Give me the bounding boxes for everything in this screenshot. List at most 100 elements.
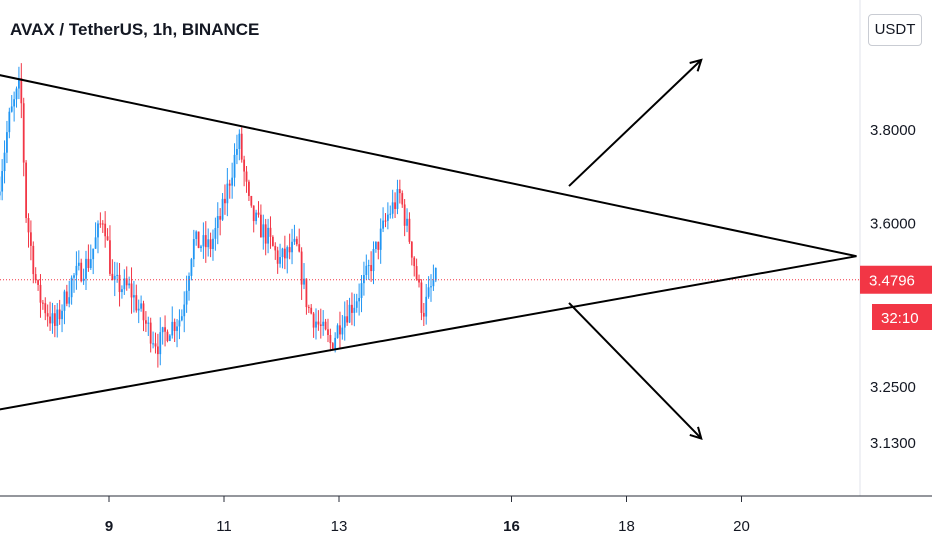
- candle-body: [382, 220, 384, 229]
- candle-body: [97, 223, 99, 238]
- candle-body: [125, 278, 128, 286]
- candle-body: [32, 245, 35, 275]
- candle-body: [61, 310, 63, 320]
- candle-body: [144, 320, 147, 324]
- candle-body: [415, 266, 418, 280]
- candle-body: [367, 265, 370, 267]
- candle-body: [434, 267, 437, 281]
- arrow-down-head[interactable]: [689, 426, 703, 440]
- time-tick-label: 18: [618, 518, 635, 535]
- candle-body: [159, 332, 162, 355]
- candle-body: [94, 237, 97, 249]
- price-tick-label: 3.2500: [870, 379, 916, 396]
- candle-body: [336, 325, 339, 338]
- candle-body: [164, 327, 166, 332]
- time-tick-label: 13: [331, 518, 348, 535]
- time-axis[interactable]: 9 11 13 16 18 20: [105, 496, 750, 535]
- candle-body: [274, 245, 277, 251]
- candle-body: [303, 278, 305, 285]
- candle-body: [185, 290, 188, 305]
- candle-body: [351, 304, 353, 313]
- candle-body: [75, 265, 78, 276]
- candle-body: [121, 289, 123, 293]
- candle-body: [288, 247, 291, 253]
- candle-body: [77, 262, 80, 266]
- candle-body: [341, 327, 344, 335]
- candle-body: [231, 177, 234, 186]
- candle-body: [226, 183, 229, 204]
- candle-body: [87, 258, 90, 269]
- candle-body: [27, 218, 30, 233]
- candle-body: [233, 154, 236, 178]
- candle-body: [154, 343, 157, 347]
- candle-body: [219, 216, 222, 220]
- candle-body: [291, 241, 293, 253]
- candle-body: [171, 321, 174, 336]
- plot-area[interactable]: [0, 58, 860, 440]
- candle-body: [401, 193, 404, 205]
- candle-body: [331, 343, 334, 350]
- time-tick-label: 9: [105, 518, 113, 535]
- candles-layer: [0, 63, 437, 368]
- price-badge: 3.4796 32:10: [860, 265, 932, 330]
- candle-body: [259, 214, 262, 238]
- candle-body: [372, 248, 375, 272]
- candle-body: [137, 308, 140, 311]
- candle-body: [413, 257, 416, 267]
- candle-body: [176, 326, 178, 331]
- candle-body: [425, 296, 428, 317]
- candle-body: [80, 262, 83, 282]
- candle-body: [44, 303, 47, 314]
- candle-body: [252, 205, 255, 222]
- time-tick-label: 11: [216, 518, 232, 535]
- candle-body: [168, 335, 171, 342]
- candle-body: [46, 313, 49, 317]
- candle-body: [355, 301, 358, 308]
- candle-body: [310, 307, 313, 314]
- currency-button[interactable]: USDT: [868, 14, 922, 46]
- candle-body: [142, 303, 145, 321]
- candle-body: [152, 343, 154, 345]
- candle-body: [403, 204, 406, 226]
- candle-body: [140, 303, 143, 309]
- candle-body: [300, 251, 303, 285]
- candle-body: [257, 212, 260, 215]
- candle-body: [317, 321, 320, 325]
- candle-body: [346, 316, 349, 323]
- candle-body: [216, 216, 219, 228]
- candle-body: [89, 259, 92, 269]
- candle-body: [432, 280, 435, 287]
- candle-body: [200, 246, 202, 249]
- candle-body: [379, 228, 382, 250]
- candle-body: [209, 239, 212, 250]
- candle-body: [410, 241, 413, 258]
- candle-body: [34, 274, 37, 281]
- candle-body: [329, 335, 332, 344]
- arrow-up-line[interactable]: [568, 59, 702, 187]
- candle-body: [147, 322, 150, 324]
- price-axis[interactable]: 3.8000 3.6000 3.2500 3.1300: [870, 122, 916, 452]
- candle-body: [104, 223, 107, 237]
- candle-body: [408, 218, 411, 242]
- triangle-pattern-drawing[interactable]: [0, 74, 857, 411]
- arrow-down-line[interactable]: [568, 302, 702, 440]
- drawings-layer[interactable]: [0, 58, 857, 440]
- candle-body: [202, 235, 205, 247]
- candle-body: [1, 171, 4, 192]
- candle-body: [6, 132, 8, 153]
- candle-body: [236, 148, 238, 155]
- price-tick-label: 3.1300: [870, 435, 916, 452]
- price-badge-bg: [860, 265, 932, 294]
- candle-body: [161, 327, 164, 333]
- candle-body: [197, 231, 200, 249]
- arrow-up-head[interactable]: [689, 58, 703, 72]
- candle-body: [178, 320, 181, 327]
- candle-body: [279, 257, 281, 264]
- candle-body: [135, 295, 138, 311]
- candle-body: [224, 198, 226, 204]
- candle-body: [82, 278, 85, 282]
- candle-body: [386, 214, 389, 221]
- candle-body: [123, 278, 126, 290]
- candle-body: [180, 316, 183, 321]
